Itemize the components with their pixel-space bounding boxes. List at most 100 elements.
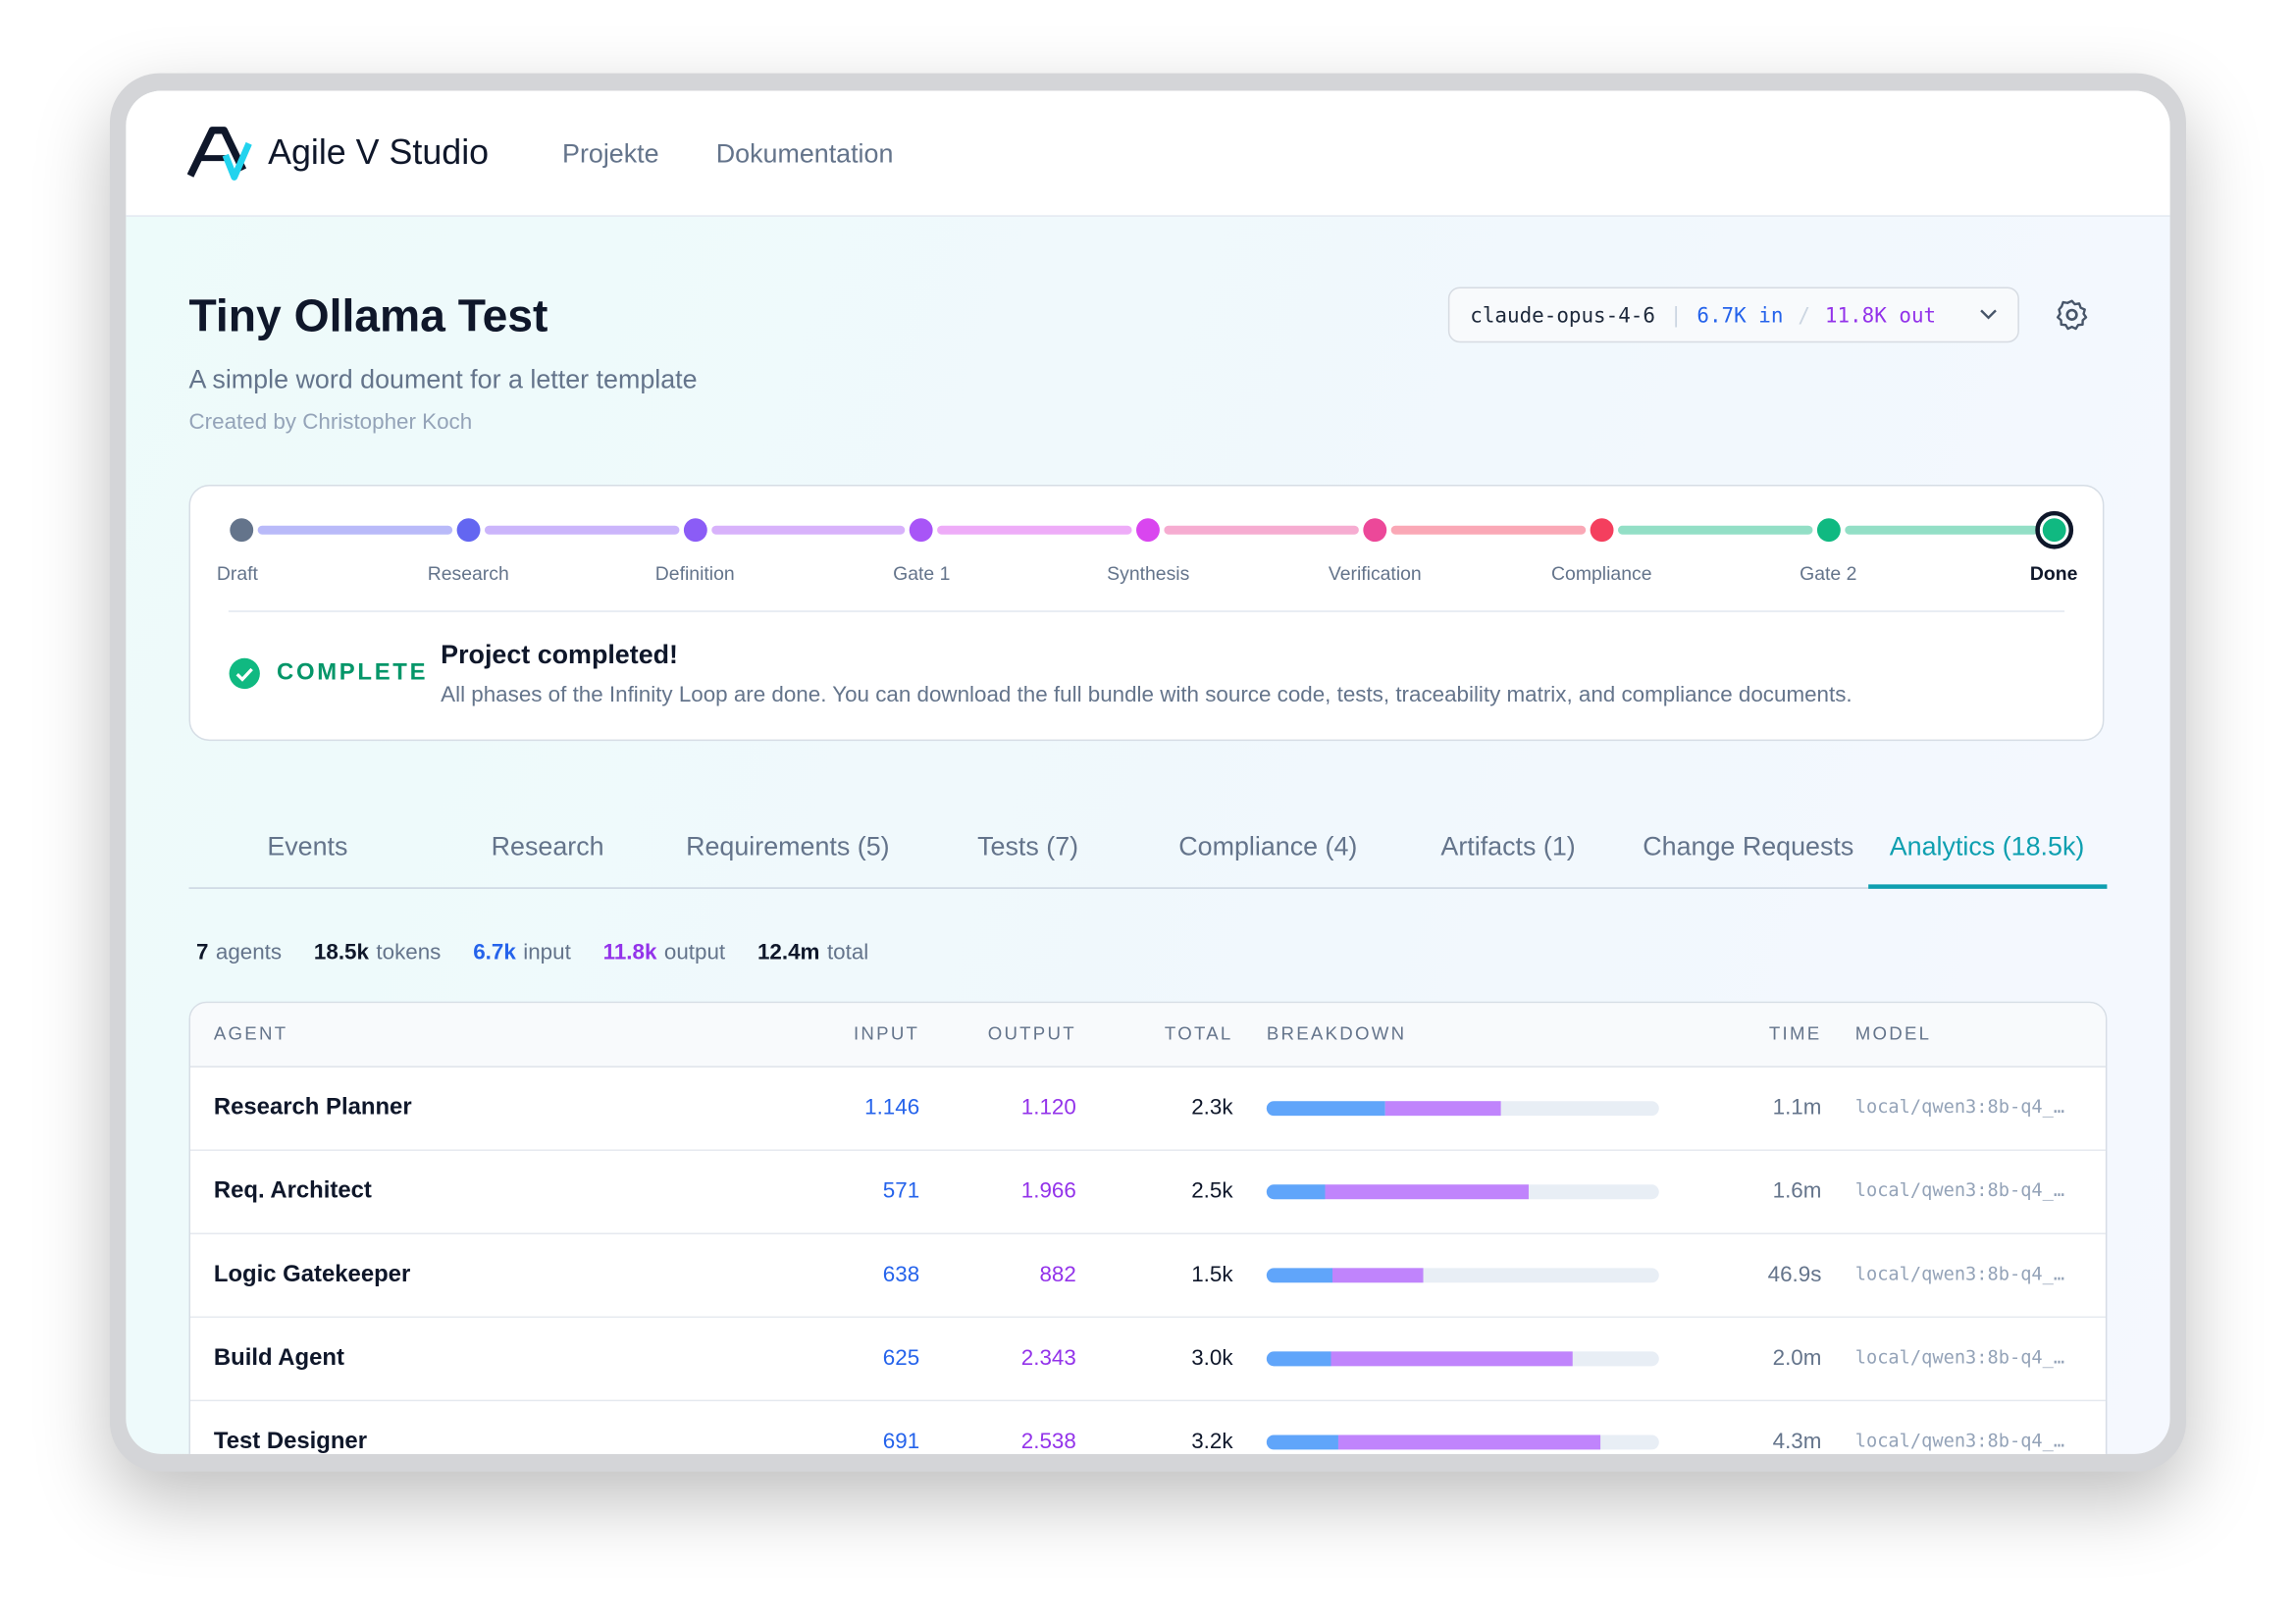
stage-label: Gate 2 bbox=[1800, 562, 1857, 585]
tab-baseline bbox=[188, 887, 2108, 889]
table-header bbox=[189, 1003, 2106, 1068]
stat-label: total bbox=[826, 940, 869, 965]
app-window: Agile V Studio Projekte Dokumentation Ti… bbox=[126, 90, 2170, 1454]
output-bar bbox=[1384, 1101, 1501, 1117]
stat-value: 7 bbox=[195, 940, 209, 965]
stat: 11.8k output bbox=[603, 940, 726, 965]
output-bar bbox=[1331, 1268, 1424, 1283]
time-cell: 4.3m bbox=[1772, 1429, 1822, 1454]
input-bar bbox=[1266, 1184, 1326, 1200]
input-bar bbox=[1266, 1101, 1385, 1117]
input-cell: 638 bbox=[882, 1262, 920, 1287]
stat-value: 18.5k bbox=[313, 940, 369, 965]
tab[interactable]: Compliance (4) bbox=[1178, 831, 1358, 861]
nav-link[interactable]: Dokumentation bbox=[715, 138, 894, 169]
output-bar bbox=[1325, 1184, 1529, 1200]
stage-label: Research bbox=[427, 562, 509, 585]
pipeline-panel: COMPLETE Project completed! All phases o… bbox=[188, 484, 2105, 742]
stage-connector bbox=[257, 525, 452, 535]
stage-label: Verification bbox=[1328, 562, 1422, 585]
top-bar: Agile V Studio Projekte Dokumentation bbox=[126, 90, 2170, 217]
stage-label: Done bbox=[2029, 562, 2078, 585]
stat: 7 agents bbox=[196, 940, 282, 965]
output-tokens: 11.8K out bbox=[1824, 304, 1937, 329]
stats-line: 7 agents 18.5k tokens 6.7k input 11.8k output 12… bbox=[196, 940, 901, 965]
input-cell: 1.146 bbox=[864, 1095, 920, 1121]
agent-name: Logic Gatekeeper bbox=[213, 1262, 411, 1287]
brand: Agile V Studio bbox=[268, 132, 490, 174]
tab[interactable]: Analytics (18.5k) bbox=[1889, 831, 2085, 861]
model-name: claude-opus-4-6 bbox=[1470, 304, 1655, 329]
stage-dot bbox=[683, 518, 707, 543]
agent-name: Research Planner bbox=[213, 1095, 412, 1121]
stage-dot bbox=[456, 518, 481, 543]
row-divider bbox=[189, 1399, 2106, 1402]
tab[interactable]: Research bbox=[491, 831, 604, 861]
stage-dot bbox=[1816, 518, 1841, 543]
time-cell: 46.9s bbox=[1767, 1262, 1822, 1287]
agent-name: Req. Architect bbox=[213, 1178, 372, 1204]
stage-label: Synthesis bbox=[1107, 562, 1190, 585]
stage-connector bbox=[1844, 525, 2039, 535]
active-tab-indicator bbox=[1868, 884, 2108, 889]
output-cell: 1.966 bbox=[1020, 1178, 1076, 1204]
column-header: INPUT bbox=[854, 1023, 920, 1045]
stat-value: 11.8k bbox=[602, 940, 657, 965]
input-cell: 691 bbox=[882, 1429, 920, 1454]
column-header: AGENT bbox=[213, 1023, 288, 1045]
stage-dot bbox=[230, 518, 254, 543]
tab-bar: Events Research Requirements (5) Tests (7) C… bbox=[188, 91, 2108, 889]
tab[interactable]: Tests (7) bbox=[977, 831, 1079, 861]
input-bar bbox=[1266, 1351, 1331, 1367]
column-header: MODEL bbox=[1854, 1023, 1932, 1045]
tab[interactable]: Requirements (5) bbox=[686, 831, 890, 861]
project-title: Tiny Ollama Test bbox=[188, 289, 548, 341]
time-cell: 1.1m bbox=[1772, 1095, 1822, 1121]
project-subtitle: A simple word doument for a letter templ… bbox=[188, 364, 698, 394]
divider bbox=[228, 610, 2065, 612]
tab[interactable]: Artifacts (1) bbox=[1440, 831, 1576, 861]
model-cell: local/qwen3:8b-q4_… bbox=[1854, 1345, 2065, 1368]
model-cell: local/qwen3:8b-q4_… bbox=[1854, 1429, 2065, 1451]
output-cell: 1.120 bbox=[1020, 1095, 1076, 1121]
stage-dot bbox=[1363, 518, 1387, 543]
tab[interactable]: Change Requests bbox=[1643, 831, 1854, 861]
input-bar bbox=[1266, 1268, 1332, 1283]
total-cell: 2.3k bbox=[1191, 1095, 1233, 1121]
time-cell: 1.6m bbox=[1772, 1178, 1822, 1204]
tab[interactable]: Events bbox=[267, 831, 348, 861]
output-cell: 2.343 bbox=[1020, 1345, 1076, 1371]
stage-connector bbox=[484, 525, 679, 535]
stage-label: Compliance bbox=[1551, 562, 1652, 585]
logo bbox=[187, 127, 252, 181]
input-tokens: 6.7K in bbox=[1696, 304, 1784, 329]
output-bar bbox=[1331, 1351, 1574, 1367]
output-bar bbox=[1337, 1434, 1600, 1450]
model-selector[interactable]: claude-opus-4-6 | 6.7K in/11.8K out bbox=[1447, 287, 2019, 343]
input-cell: 571 bbox=[882, 1178, 920, 1204]
message-title: Project completed! bbox=[441, 640, 679, 669]
output-cell: 882 bbox=[1039, 1262, 1076, 1287]
created-by: Created by Christopher Koch bbox=[188, 409, 473, 436]
settings-button[interactable] bbox=[2055, 297, 2090, 333]
complete-icon bbox=[229, 657, 260, 690]
input-cell: 625 bbox=[882, 1345, 920, 1371]
stage-label: Draft bbox=[216, 562, 258, 585]
total-cell: 1.5k bbox=[1191, 1262, 1233, 1287]
nav-link[interactable]: Projekte bbox=[562, 138, 659, 169]
stat-label: tokens bbox=[376, 940, 442, 965]
total-cell: 3.0k bbox=[1191, 1345, 1233, 1371]
stage-connector bbox=[1390, 525, 1586, 535]
stat: 12.4m total bbox=[757, 940, 868, 965]
column-header: BREAKDOWN bbox=[1266, 1023, 1407, 1045]
stage-dot bbox=[2035, 510, 2074, 549]
model-cell: local/qwen3:8b-q4_… bbox=[1854, 1262, 2065, 1284]
row-divider bbox=[189, 1316, 2106, 1319]
output-cell: 2.538 bbox=[1020, 1429, 1076, 1454]
message: All phases of the Infinity Loop are done… bbox=[441, 682, 1852, 707]
stage-connector bbox=[937, 525, 1132, 535]
status-badge: COMPLETE bbox=[277, 660, 429, 686]
total-cell: 2.5k bbox=[1191, 1178, 1233, 1204]
